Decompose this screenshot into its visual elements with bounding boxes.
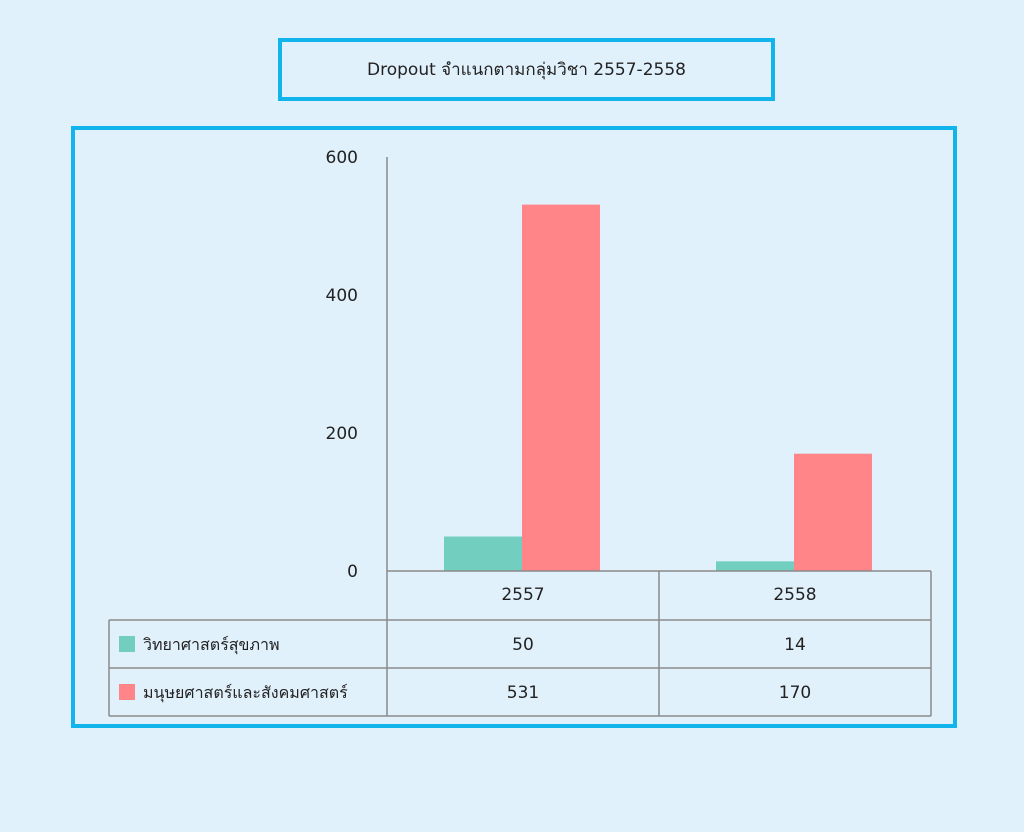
bar-วิทยาศาสตร์สุขภาพ-2558 (716, 561, 794, 571)
y-tick-label: 200 (326, 424, 358, 444)
y-tick-label: 600 (326, 148, 358, 168)
x-tick-label: 2557 (501, 585, 544, 605)
x-tick-label: 2558 (773, 585, 816, 605)
data-label: 50 (512, 635, 534, 655)
chart-title: Dropout จำแนกตามกลุ่มวิชา 2557-2558 (367, 60, 686, 80)
chart-title-box: Dropout จำแนกตามกลุ่มวิชา 2557-2558 (278, 38, 775, 101)
y-tick-label: 0 (347, 562, 358, 582)
bar-มนุษยศาสตร์และสังคมศาสตร์-2557 (522, 204, 600, 572)
bar-วิทยาศาสตร์สุขภาพ-2557 (444, 536, 522, 571)
legend-label: วิทยาศาสตร์สุขภาพ (143, 635, 280, 655)
legend-label: มนุษยศาสตร์และสังคมศาสตร์ (143, 683, 348, 703)
data-label: 14 (784, 635, 806, 655)
y-tick-label: 400 (326, 286, 358, 306)
data-label: 531 (507, 683, 539, 703)
chart-frame (71, 126, 957, 728)
bar-มนุษยศาสตร์และสังคมศาสตร์-2558 (794, 453, 872, 571)
data-label: 170 (779, 683, 811, 703)
legend-swatch (119, 684, 135, 700)
legend-swatch (119, 636, 135, 652)
